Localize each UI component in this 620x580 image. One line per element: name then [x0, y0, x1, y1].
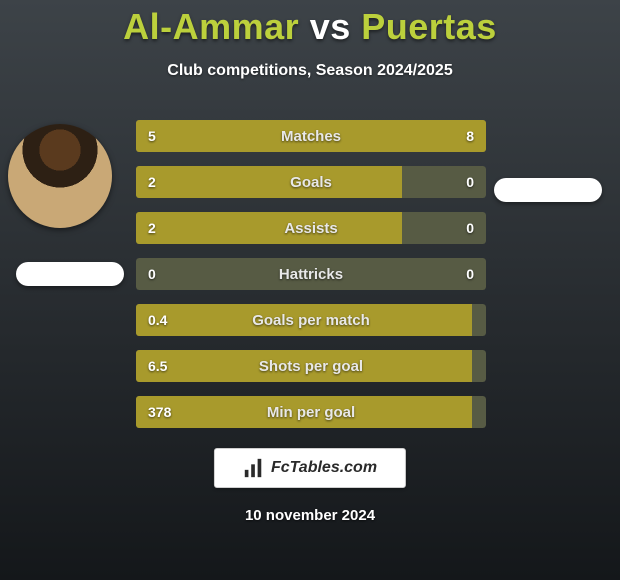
- bar-value-left: 378: [136, 396, 183, 428]
- name-pill-player1: [16, 262, 124, 286]
- bar-value-left: 6.5: [136, 350, 179, 382]
- title-player2: Puertas: [361, 6, 497, 47]
- stat-row: 6.5Shots per goal: [136, 350, 486, 382]
- page-title: Al-Ammar vs Puertas: [123, 6, 497, 48]
- brand-badge[interactable]: FcTables.com: [214, 448, 406, 488]
- title-player1: Al-Ammar: [123, 6, 299, 47]
- bar-value-left: 0: [136, 258, 168, 290]
- title-vs: vs: [310, 6, 351, 47]
- bar-value-left: 0.4: [136, 304, 179, 336]
- stat-row: 20Goals: [136, 166, 486, 198]
- bar-value-right: 0: [454, 258, 486, 290]
- bar-value-left: 5: [136, 120, 168, 152]
- bar-fill-left: [136, 166, 402, 198]
- avatar-player1: [8, 124, 112, 228]
- name-pill-player2: [494, 178, 602, 202]
- stat-row: 378Min per goal: [136, 396, 486, 428]
- subtitle: Club competitions, Season 2024/2025: [167, 62, 452, 80]
- content: Al-Ammar vs Puertas Club competitions, S…: [0, 0, 620, 580]
- bar-fill-left: [136, 212, 402, 244]
- stat-bars: 58Matches20Goals20Assists00Hattricks0.4G…: [136, 120, 486, 428]
- bar-value-left: 2: [136, 212, 168, 244]
- brand-text: FcTables.com: [271, 459, 377, 477]
- bar-fill-left: [136, 304, 472, 336]
- stat-row: 20Assists: [136, 212, 486, 244]
- bar-value-right: 8: [454, 120, 486, 152]
- bar-fill-left: [136, 396, 472, 428]
- bar-fill-left: [136, 350, 472, 382]
- bar-value-left: 2: [136, 166, 168, 198]
- stat-row: 0.4Goals per match: [136, 304, 486, 336]
- bar-value-right: 0: [454, 166, 486, 198]
- stat-row: 58Matches: [136, 120, 486, 152]
- date-label: 10 november 2024: [0, 507, 620, 524]
- bar-value-right: 0: [454, 212, 486, 244]
- bar-chart-icon: [243, 457, 265, 479]
- stat-row: 00Hattricks: [136, 258, 486, 290]
- bar-track: [136, 258, 486, 290]
